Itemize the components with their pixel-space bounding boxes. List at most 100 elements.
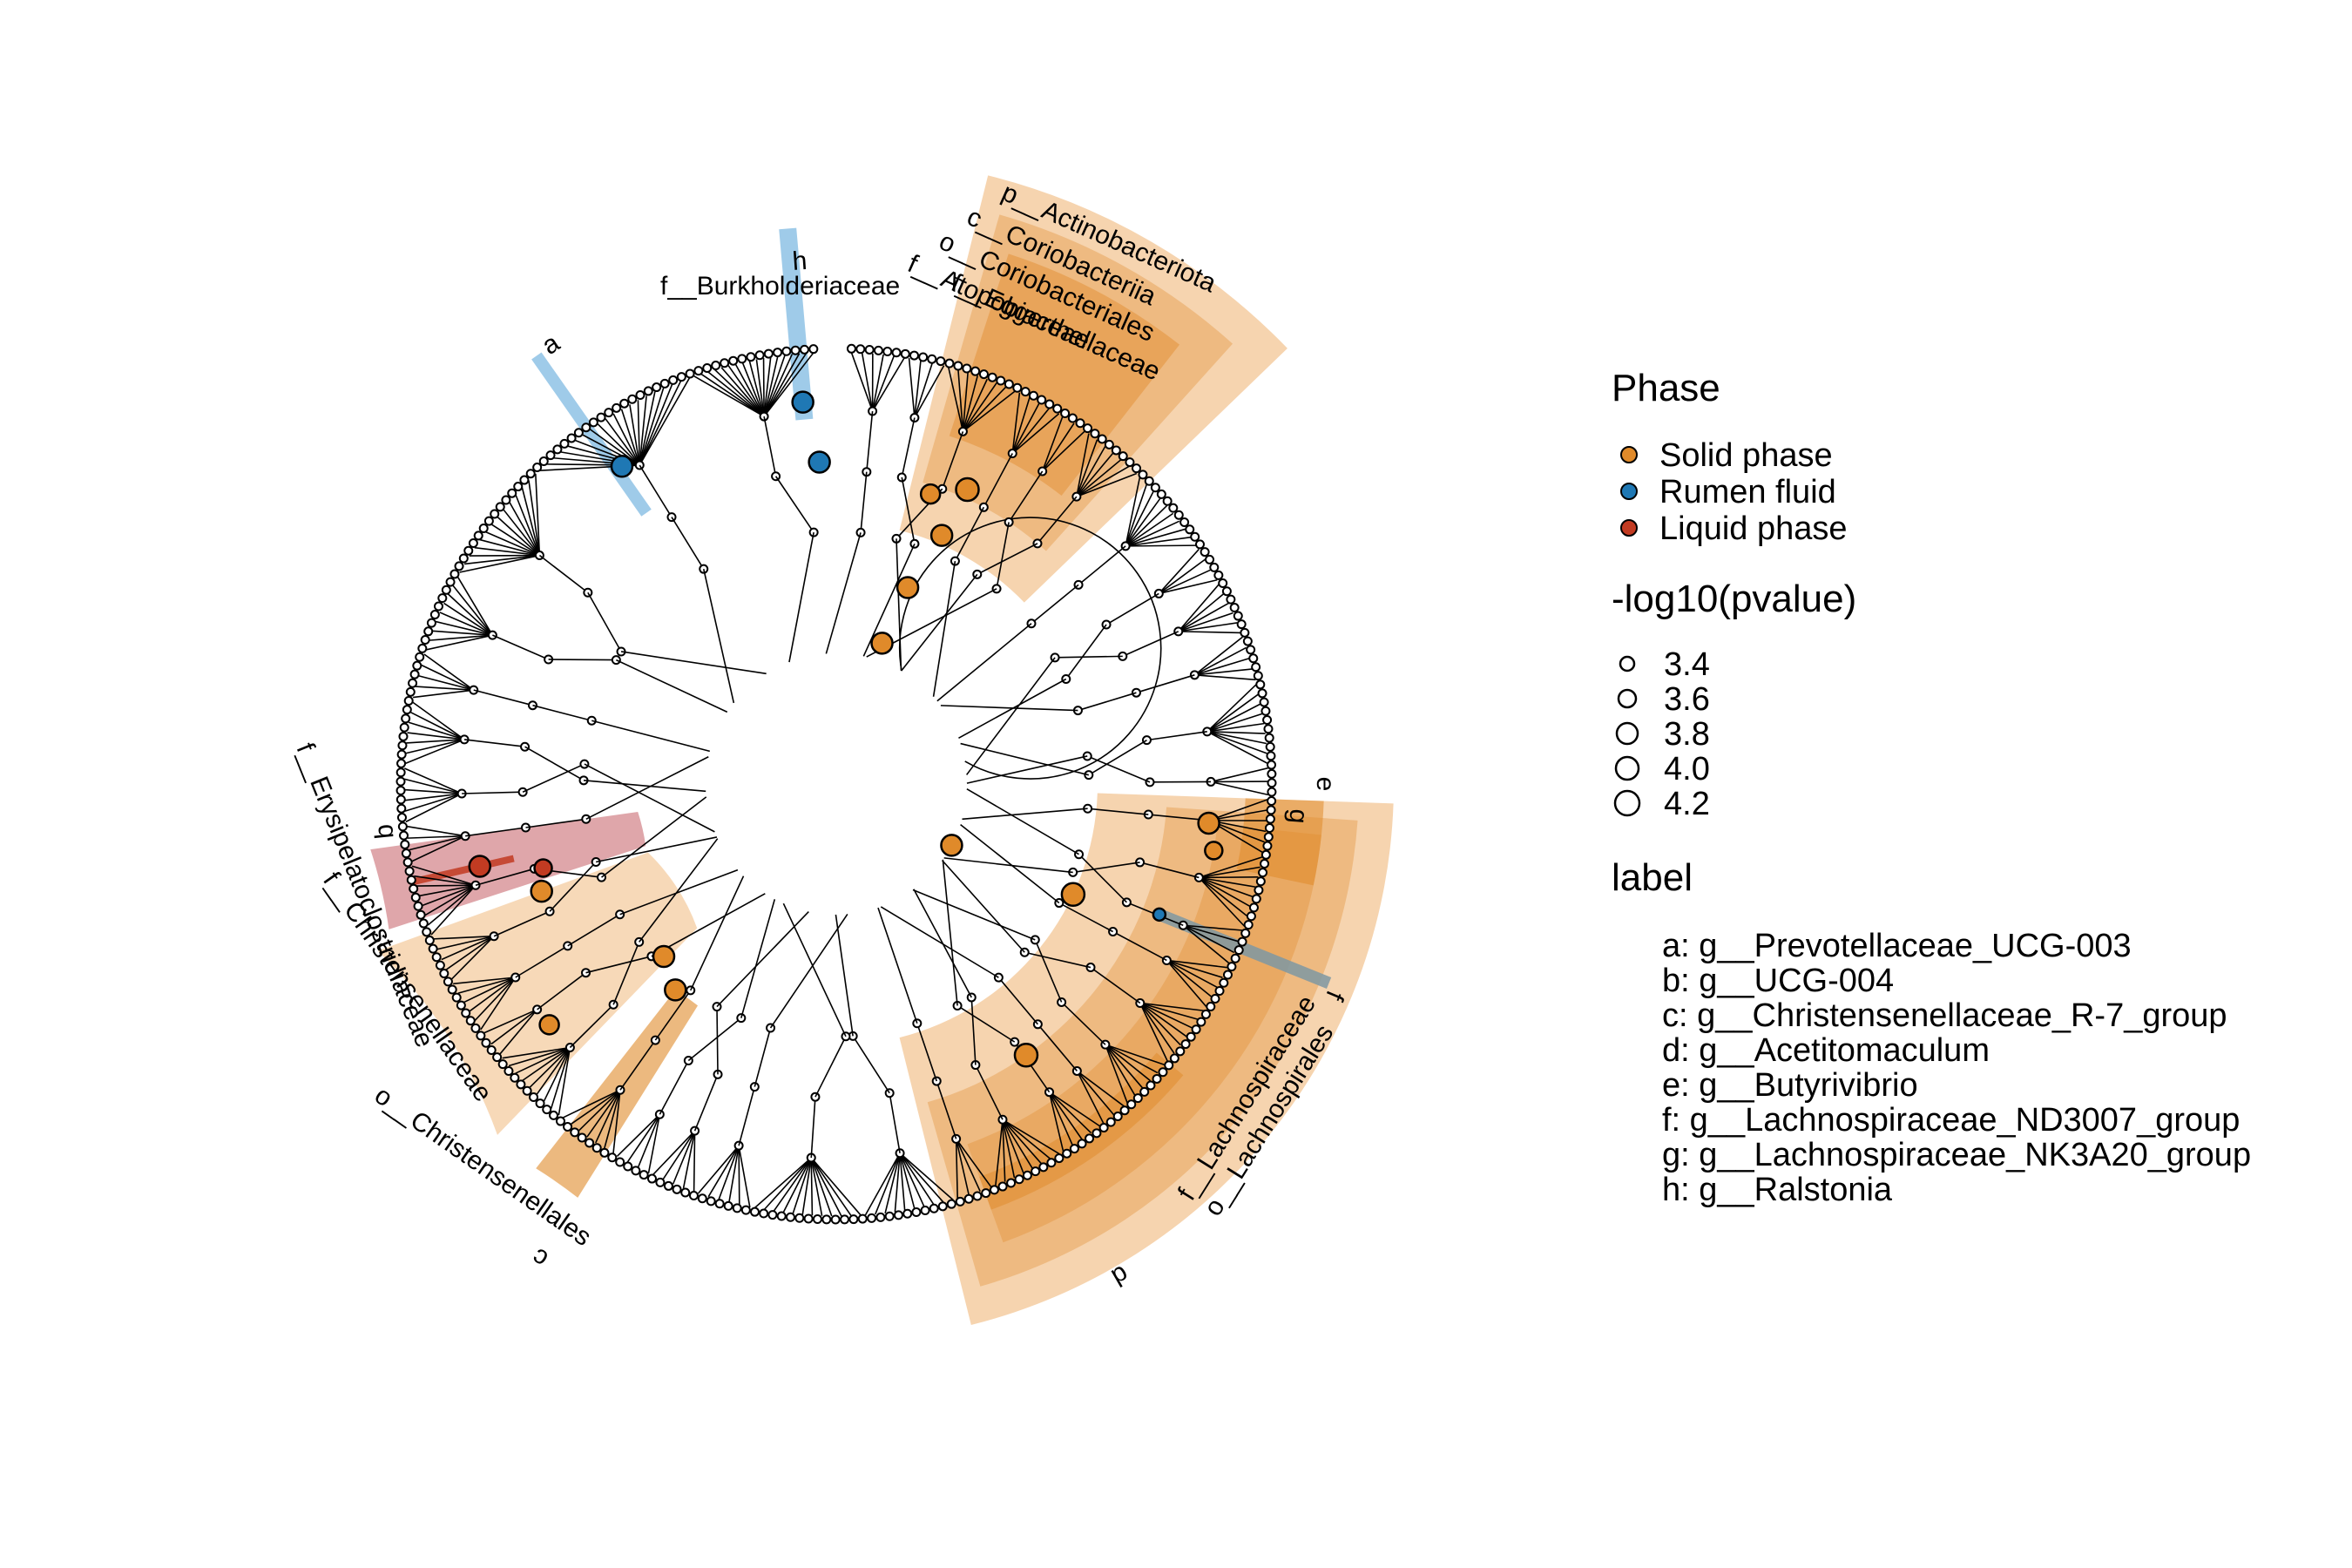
tip-node <box>1229 603 1240 613</box>
legend-size-item: 3.4 <box>1619 646 1710 683</box>
tip-node <box>513 482 524 492</box>
branch <box>861 352 874 412</box>
branch <box>825 532 862 654</box>
branch <box>412 689 474 699</box>
branch <box>558 1047 571 1116</box>
tip-node <box>396 813 407 823</box>
branch <box>407 835 466 839</box>
legend-size-item: 4.0 <box>1614 751 1710 787</box>
branch <box>1158 569 1212 595</box>
branch <box>409 835 466 851</box>
tip-node <box>445 577 456 587</box>
tip-node <box>1185 524 1195 535</box>
tip-node <box>1264 733 1274 743</box>
tip-node <box>1156 489 1166 499</box>
tip-node <box>1090 429 1100 439</box>
branch <box>1002 1119 1051 1160</box>
tip-node <box>486 1045 497 1056</box>
tip-node <box>423 626 434 637</box>
branch <box>962 386 1007 432</box>
branch <box>1182 924 1230 964</box>
tip-node <box>429 610 440 620</box>
tip-node <box>1179 517 1190 527</box>
branch <box>1125 512 1174 547</box>
branch <box>947 366 964 432</box>
branch <box>424 884 476 916</box>
branch <box>1206 713 1263 733</box>
branch <box>942 859 958 1006</box>
branch <box>1125 483 1148 547</box>
branch <box>773 1157 812 1213</box>
branch <box>901 417 916 478</box>
branch <box>1166 959 1218 989</box>
branch <box>475 868 535 887</box>
branch <box>569 1004 614 1049</box>
tip-node <box>461 1008 471 1018</box>
tip-node <box>1262 841 1273 851</box>
tip-node <box>1190 531 1200 542</box>
tip-node <box>1146 1080 1156 1091</box>
branch <box>629 404 641 466</box>
tip-node <box>702 362 713 373</box>
branch <box>941 431 964 490</box>
branch <box>896 538 902 671</box>
tip-node <box>454 561 464 571</box>
tip-node <box>763 348 774 359</box>
branch <box>810 1097 816 1159</box>
branch <box>754 1027 772 1087</box>
tip-node <box>1158 1067 1168 1078</box>
tip-node <box>552 444 563 455</box>
tip-node <box>1152 1073 1162 1084</box>
tip-node <box>409 883 419 894</box>
branch <box>1125 528 1186 547</box>
branch <box>718 1145 740 1200</box>
branch <box>960 742 1090 776</box>
tip-node <box>1258 868 1268 878</box>
legend-size-label: 4.2 <box>1664 786 1710 822</box>
tip-node <box>884 1211 895 1221</box>
branch <box>405 739 465 754</box>
legend: Phase Solid phase Rumen fluid Liquid pha… <box>1612 367 2251 1208</box>
tip-node <box>1031 1166 1041 1177</box>
tip-node <box>794 1213 805 1223</box>
branch <box>1206 693 1260 733</box>
branch <box>997 977 1038 1025</box>
tip-node <box>785 1212 795 1222</box>
branch <box>1194 668 1254 676</box>
tip-node <box>663 1180 673 1191</box>
branch <box>1139 1002 1187 1037</box>
branch <box>414 875 476 887</box>
branch <box>889 1092 901 1153</box>
branch <box>1210 781 1269 796</box>
branch <box>403 778 463 794</box>
branch <box>700 373 765 417</box>
branch <box>1206 703 1261 733</box>
branch <box>404 767 463 794</box>
branch <box>835 914 854 1037</box>
branch <box>763 353 801 417</box>
tip-node <box>604 408 614 418</box>
branch <box>763 416 777 476</box>
branch <box>738 1086 756 1146</box>
tip-node <box>535 1098 545 1109</box>
solid-phase-dot <box>1620 446 1638 463</box>
tip-node <box>1162 496 1173 506</box>
tip-node <box>1240 627 1250 638</box>
branch <box>782 902 847 1037</box>
tip-node <box>997 1181 1008 1192</box>
branch <box>1198 876 1248 917</box>
tip-node <box>428 943 438 954</box>
branch <box>1194 646 1247 676</box>
tip-node <box>773 348 783 358</box>
branch <box>716 911 809 1008</box>
branch <box>597 422 640 466</box>
branch <box>955 1139 970 1196</box>
tip-node <box>433 601 443 612</box>
significant-node <box>538 1014 560 1036</box>
branch <box>1002 1119 1043 1165</box>
tip-node <box>1264 822 1274 833</box>
branch <box>1178 622 1238 632</box>
branch <box>1112 930 1167 962</box>
tip-node <box>1150 483 1160 493</box>
